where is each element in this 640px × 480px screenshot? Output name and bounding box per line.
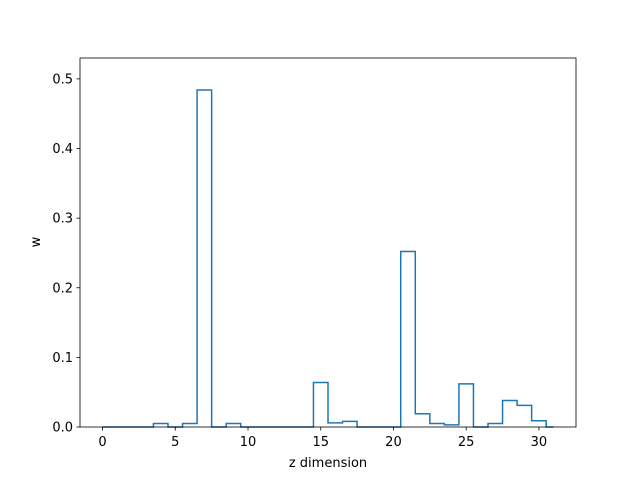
y-axis: 0.0 0.1 0.2 0.3 0.4 0.5 (52, 72, 80, 436)
x-axis: 0 5 10 15 20 25 30 (98, 427, 547, 450)
y-axis-label: w (29, 236, 44, 247)
y-tick-label: 0.1 (52, 351, 73, 366)
x-tick-label: 0 (98, 435, 106, 450)
y-tick-label: 0.5 (52, 72, 73, 87)
x-tick-label: 25 (458, 435, 475, 450)
x-tick-label: 15 (312, 435, 329, 450)
x-tick-label: 5 (171, 435, 179, 450)
y-tick-label: 0.0 (52, 421, 73, 436)
y-tick-label: 0.3 (52, 212, 73, 227)
x-tick-label: 10 (240, 435, 257, 450)
x-tick-label: 20 (385, 435, 402, 450)
y-tick-label: 0.4 (52, 142, 73, 157)
axes-frame (79, 57, 577, 428)
x-tick-label: 30 (531, 435, 548, 450)
y-tick-label: 0.2 (52, 281, 73, 296)
x-axis-label: z dimension (289, 456, 367, 471)
series-line-w (102, 89, 554, 428)
